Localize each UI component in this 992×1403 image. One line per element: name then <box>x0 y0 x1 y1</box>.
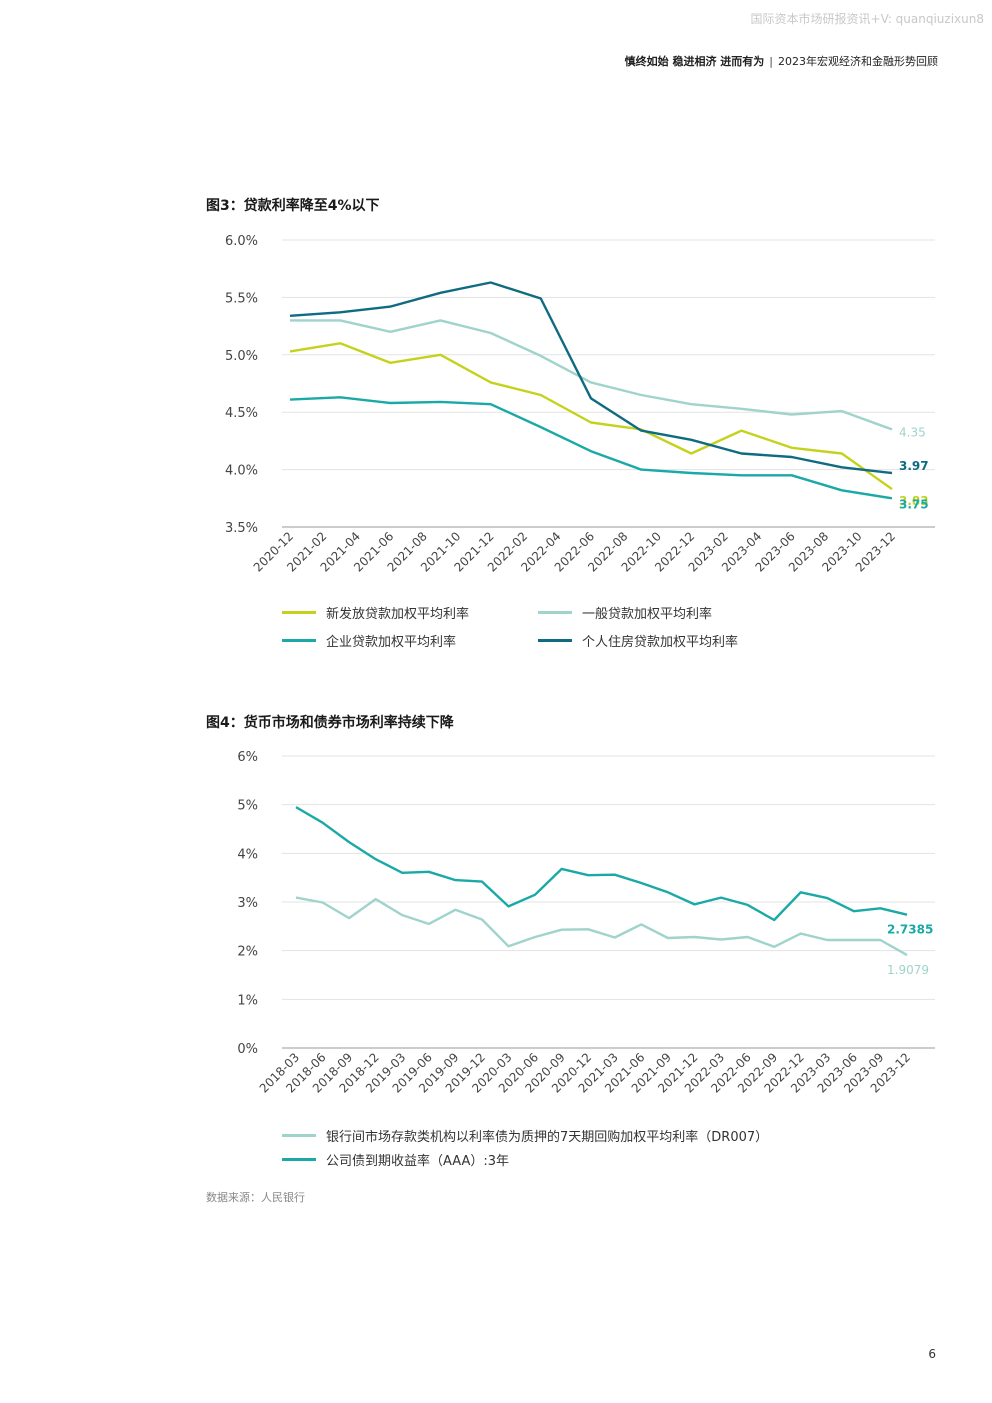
data-source-note: 数据来源：人民银行 <box>206 1191 305 1204</box>
legend-label-corporate-bond: 公司债到期收益率（AAA）:3年 <box>326 1154 510 1169</box>
legend-swatch-mortgage-loans <box>538 639 572 642</box>
legend-swatch-corporate-loans <box>282 639 316 642</box>
header-subtitle: 2023年宏观经济和金融形势回顾 <box>778 55 938 68</box>
page-header: 慎终如始 稳进相济 进而有为 | 2023年宏观经济和金融形势回顾 <box>625 53 938 69</box>
series-end-label: 4.35 <box>899 425 926 439</box>
series-line <box>289 281 893 475</box>
legend-label-dr007: 银行间市场存款类机构以利率债为质押的7天期回购加权平均利率（DR007） <box>326 1130 769 1145</box>
y-tick-label: 5.5% <box>225 291 258 306</box>
legend-item-new-loans: 新发放贷款加权平均利率 <box>282 603 469 622</box>
y-tick-label: 6.0% <box>225 234 258 249</box>
y-tick-label: 4% <box>237 847 258 862</box>
legend-item-general-loans: 一般贷款加权平均利率 <box>538 603 712 622</box>
y-tick-label: 3.5% <box>225 521 258 536</box>
series-line <box>290 319 893 431</box>
y-tick-label: 5.0% <box>225 349 258 364</box>
y-tick-label: 6% <box>237 750 258 765</box>
y-tick-label: 1% <box>237 993 258 1008</box>
legend-label-new-loans: 新发放贷款加权平均利率 <box>326 607 470 622</box>
figure-3-chart: 6.0%5.5%5.0%4.5%4.0%3.5%2020-122021-0220… <box>225 234 935 575</box>
series-line <box>295 806 908 922</box>
y-tick-label: 2% <box>237 945 258 960</box>
y-tick-label: 4.0% <box>225 464 258 479</box>
page-number: 6 <box>928 1347 936 1361</box>
legend-swatch-general-loans <box>538 611 572 614</box>
legend-label-mortgage-loans: 个人住房贷款加权平均利率 <box>582 635 739 650</box>
legend-label-corporate-loans: 企业贷款加权平均利率 <box>326 635 457 650</box>
series-line <box>295 896 908 957</box>
y-tick-label: 0% <box>237 1042 258 1057</box>
legend-item-corporate-loans: 企业贷款加权平均利率 <box>282 631 456 650</box>
series-end-label: 2.7385 <box>887 923 933 937</box>
y-tick-label: 5% <box>237 799 258 814</box>
series-end-label: 3.83 <box>899 494 929 508</box>
y-tick-label: 3% <box>237 896 258 911</box>
series-end-label: 3.97 <box>899 459 929 473</box>
series-line <box>289 342 893 491</box>
legend-swatch-dr007 <box>282 1134 316 1137</box>
figure-4-title: 图4：货币市场和债券市场利率持续下降 <box>206 715 454 731</box>
y-tick-label: 4.5% <box>225 406 258 421</box>
header-bold-title: 慎终如始 稳进相济 进而有为 <box>624 55 765 68</box>
figure-3-title: 图3：贷款利率降至4%以下 <box>206 198 380 214</box>
watermark-text: 国际资本市场研报资讯+V: quanqiuzixun8 <box>750 12 984 26</box>
series-end-label: 3.75 <box>899 497 929 511</box>
header-separator: | <box>769 55 773 68</box>
series-end-label: 1.9079 <box>887 963 929 977</box>
legend-swatch-corporate-bond <box>282 1158 316 1161</box>
legend-swatch-new-loans <box>282 611 316 614</box>
legend-label-general-loans: 一般贷款加权平均利率 <box>582 607 713 622</box>
series-line <box>289 396 893 500</box>
legend-item-mortgage-loans: 个人住房贷款加权平均利率 <box>538 631 738 650</box>
figure-4-chart: 6%5%4%3%2%1%0%2018-032018-062018-092018-… <box>237 750 935 1096</box>
legend-item-corporate-bond: 公司债到期收益率（AAA）:3年 <box>282 1150 509 1169</box>
legend-item-dr007: 银行间市场存款类机构以利率债为质押的7天期回购加权平均利率（DR007） <box>282 1126 768 1145</box>
